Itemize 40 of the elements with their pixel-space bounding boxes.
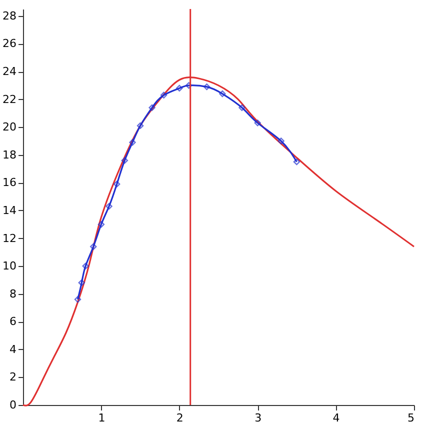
point [185, 82, 192, 89]
point [219, 90, 226, 98]
y-tick-label: 24 [2, 65, 16, 78]
point [136, 122, 144, 130]
y-tick-label: 10 [2, 260, 16, 273]
x-tick-label: 1 [98, 412, 106, 424]
y-tick-label: 8 [10, 287, 16, 300]
point [238, 104, 246, 111]
y-tick-label: 28 [2, 9, 16, 22]
y-tick-label: 18 [2, 148, 16, 162]
point [254, 120, 261, 126]
x-tick-label: 4 [332, 412, 340, 424]
y-tick-label: 16 [2, 176, 16, 190]
point [148, 104, 156, 111]
y-tick-label: 4 [10, 342, 16, 356]
y-tick-label: 22 [2, 92, 16, 106]
y-tick-label: 26 [2, 37, 16, 50]
point [160, 92, 168, 98]
point [90, 243, 97, 250]
y-tick-label: 12 [2, 232, 16, 245]
point [278, 138, 284, 144]
y-tick-label: 6 [10, 315, 16, 328]
point [82, 262, 89, 270]
point [74, 296, 82, 303]
point [98, 221, 105, 228]
x-tick-label: 2 [176, 412, 184, 424]
point [176, 84, 183, 92]
point [129, 139, 136, 146]
point [203, 83, 210, 90]
y-tick-label: 2 [10, 370, 16, 384]
y-tick-label: 14 [2, 204, 16, 217]
point [78, 279, 85, 286]
x-tick-label: 3 [254, 412, 262, 424]
point [114, 180, 120, 188]
y-tick-label: 20 [2, 120, 16, 134]
point [106, 202, 112, 210]
x-tick-label: 5 [408, 412, 414, 424]
y-tick-label: 0 [10, 398, 16, 412]
point [121, 157, 128, 164]
point [293, 158, 300, 166]
